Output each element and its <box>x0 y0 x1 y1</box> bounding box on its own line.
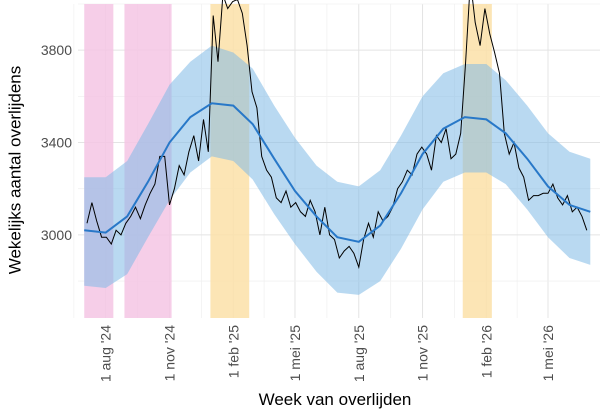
x-tick-label: 1 aug '24 <box>98 325 114 382</box>
series-lines <box>84 0 591 270</box>
x-tick-labels: 1 aug '24 1 nov '24 1 feb '25 1 mei '25 1 au… <box>98 325 556 382</box>
y-axis-title: Wekelijks aantal overlijdens <box>5 65 25 275</box>
x-tick-label: 1 feb '26 <box>478 325 494 378</box>
confidence-band <box>84 45 591 295</box>
x-tick-label: 1 feb '25 <box>225 325 241 378</box>
y-tick-labels: 3000 3400 3800 <box>41 42 72 243</box>
y-tick-label: 3800 <box>41 42 72 58</box>
x-axis-title: Week van overlijden <box>258 390 412 409</box>
observed-line <box>86 0 588 270</box>
expected-line <box>84 102 591 243</box>
x-tick-label: 1 nov '25 <box>415 325 431 382</box>
x-tick-label: 1 aug '25 <box>351 325 367 382</box>
x-tick-label: 1 mei '25 <box>287 325 303 382</box>
y-tick-label: 3400 <box>41 135 72 151</box>
y-tick-label: 3000 <box>41 227 72 243</box>
x-tick-label: 1 nov '24 <box>162 325 178 382</box>
y-axis-title-wrap: Wekelijks aantal overlijdens <box>2 20 28 320</box>
confidence-band-area <box>84 45 591 295</box>
x-tick-label: 1 mei '26 <box>540 325 556 382</box>
